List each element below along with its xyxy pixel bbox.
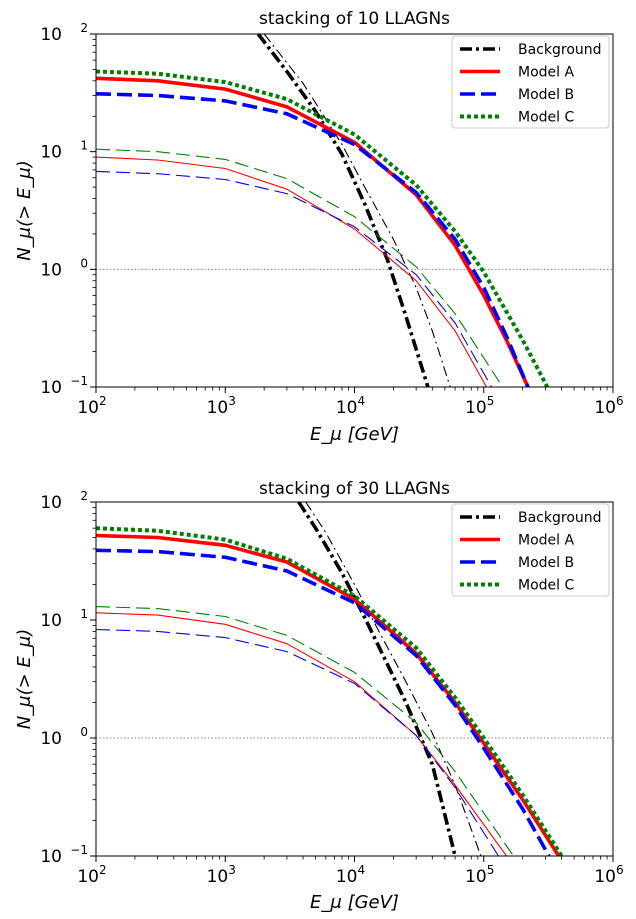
legend: Background Model A Model B Model C bbox=[451, 503, 610, 597]
series-group bbox=[96, 502, 564, 856]
series-line-model-a-thick bbox=[96, 533, 561, 856]
legend-label: Model A bbox=[518, 533, 574, 549]
series-line-background-thick bbox=[297, 502, 457, 856]
x-tick-label: 104 bbox=[336, 863, 365, 887]
chart-title: stacking of 10 LLAGNs bbox=[259, 9, 450, 29]
legend-label: Model A bbox=[518, 65, 574, 81]
chart-title: stacking of 30 LLAGNs bbox=[259, 479, 450, 499]
x-tick-label: 105 bbox=[465, 394, 494, 418]
legend-label: Model C bbox=[518, 110, 574, 126]
y-tick-label: 10 2 bbox=[40, 21, 88, 45]
series-line-model-b-thick bbox=[96, 548, 551, 856]
legend-label: Background bbox=[518, 42, 602, 58]
x-tick-label: 103 bbox=[207, 863, 236, 887]
legend-label: Model B bbox=[518, 555, 574, 571]
series-line-model-a-thin bbox=[96, 612, 507, 856]
series-line-model-a-thin bbox=[96, 156, 487, 387]
y-tick-label: 10 −1 bbox=[40, 843, 88, 867]
series-line-model-b-thin bbox=[96, 170, 493, 387]
series-line-background-thin bbox=[263, 34, 451, 387]
legend: Background Model A Model B Model C bbox=[451, 35, 610, 129]
x-tick-label: 102 bbox=[77, 863, 106, 887]
series-line-model-c-thick bbox=[96, 69, 550, 387]
y-tick-label: 10 −1 bbox=[40, 374, 88, 398]
series-line-model-b-thick bbox=[96, 92, 530, 387]
x-axis-label: E_μ [GeV] bbox=[310, 424, 399, 445]
series-line-background-thin bbox=[305, 502, 482, 856]
series-group bbox=[96, 34, 550, 387]
y-axis-label: N_μ(> E_μ) bbox=[14, 629, 35, 730]
y-tick-label: 10 0 bbox=[40, 256, 88, 280]
y-tick-label: 10 0 bbox=[40, 725, 88, 749]
x-tick-label: 102 bbox=[77, 394, 106, 418]
x-tick-label: 103 bbox=[207, 394, 236, 418]
x-axis-label: E_μ [GeV] bbox=[310, 892, 399, 913]
x-tick-label: 105 bbox=[465, 863, 494, 887]
y-tick-label: 10 1 bbox=[40, 607, 88, 631]
series-line-model-b-thin bbox=[96, 628, 499, 856]
x-tick-label: 106 bbox=[594, 863, 623, 887]
series-line-model-c-thick bbox=[96, 526, 564, 856]
series-line-model-c-thin bbox=[96, 148, 504, 387]
series-line-background-thick bbox=[256, 34, 430, 387]
legend-box bbox=[451, 503, 610, 597]
y-tick-label: 10 1 bbox=[40, 139, 88, 163]
y-axis-label: N_μ(> E_μ) bbox=[14, 160, 35, 261]
legend-label: Background bbox=[518, 510, 602, 526]
x-tick-label: 106 bbox=[594, 394, 623, 418]
series-line-model-c-thin bbox=[96, 606, 514, 856]
y-tick-label: 10 2 bbox=[40, 489, 88, 513]
legend-label: Model C bbox=[518, 578, 574, 594]
x-tick-label: 104 bbox=[336, 394, 365, 418]
legend-label: Model B bbox=[518, 87, 574, 103]
legend-box bbox=[451, 35, 610, 129]
